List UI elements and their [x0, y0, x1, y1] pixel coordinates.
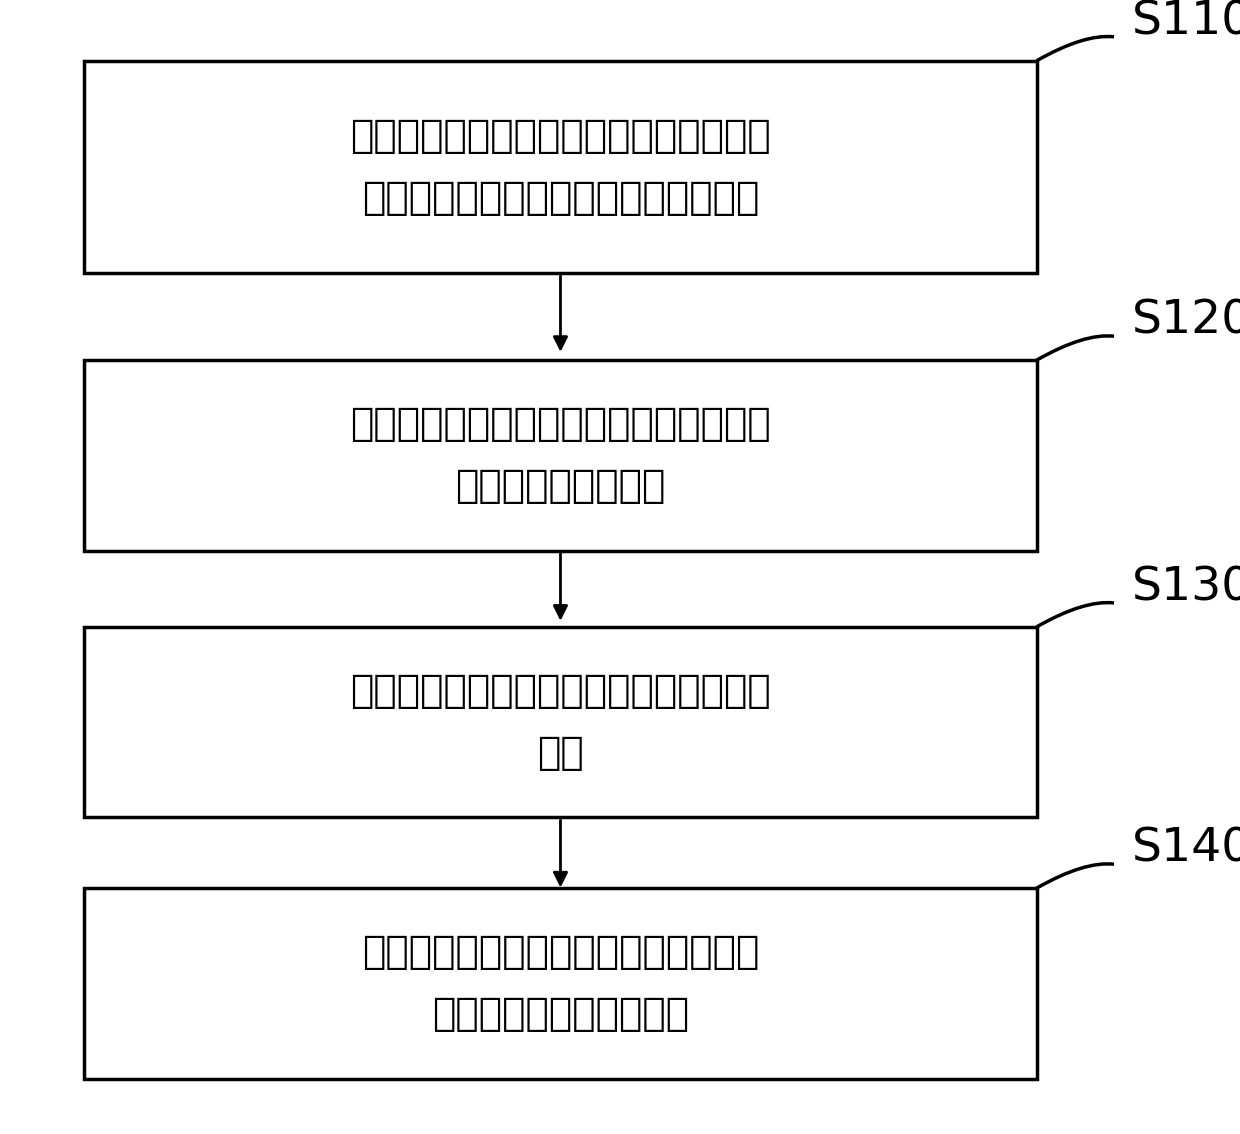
Text: S120: S120	[1132, 299, 1240, 344]
Text: 根据第一分析结果和第二分析结果得到
试验样品的贮存寿命状态: 根据第一分析结果和第二分析结果得到 试验样品的贮存寿命状态	[362, 933, 759, 1033]
Bar	[84, 361, 1037, 551]
Text: 获取试验样品，对试验样品进行失效检测
并分类，得到合格样品集和失效样品集: 获取试验样品，对试验样品进行失效检测 并分类，得到合格样品集和失效样品集	[350, 117, 771, 217]
Text: 对失效样品集进行失效分析得到第二分析
结果: 对失效样品集进行失效分析得到第二分析 结果	[350, 672, 771, 772]
Text: S110: S110	[1132, 0, 1240, 44]
Bar	[84, 627, 1037, 818]
Text: 对合格样品集进行贮存可靠性特征检测分
析得到第一分析结果: 对合格样品集进行贮存可靠性特征检测分 析得到第一分析结果	[350, 406, 771, 506]
Bar	[84, 888, 1037, 1078]
Bar	[84, 61, 1037, 273]
Text: S140: S140	[1132, 827, 1240, 872]
Text: S130: S130	[1132, 566, 1240, 610]
